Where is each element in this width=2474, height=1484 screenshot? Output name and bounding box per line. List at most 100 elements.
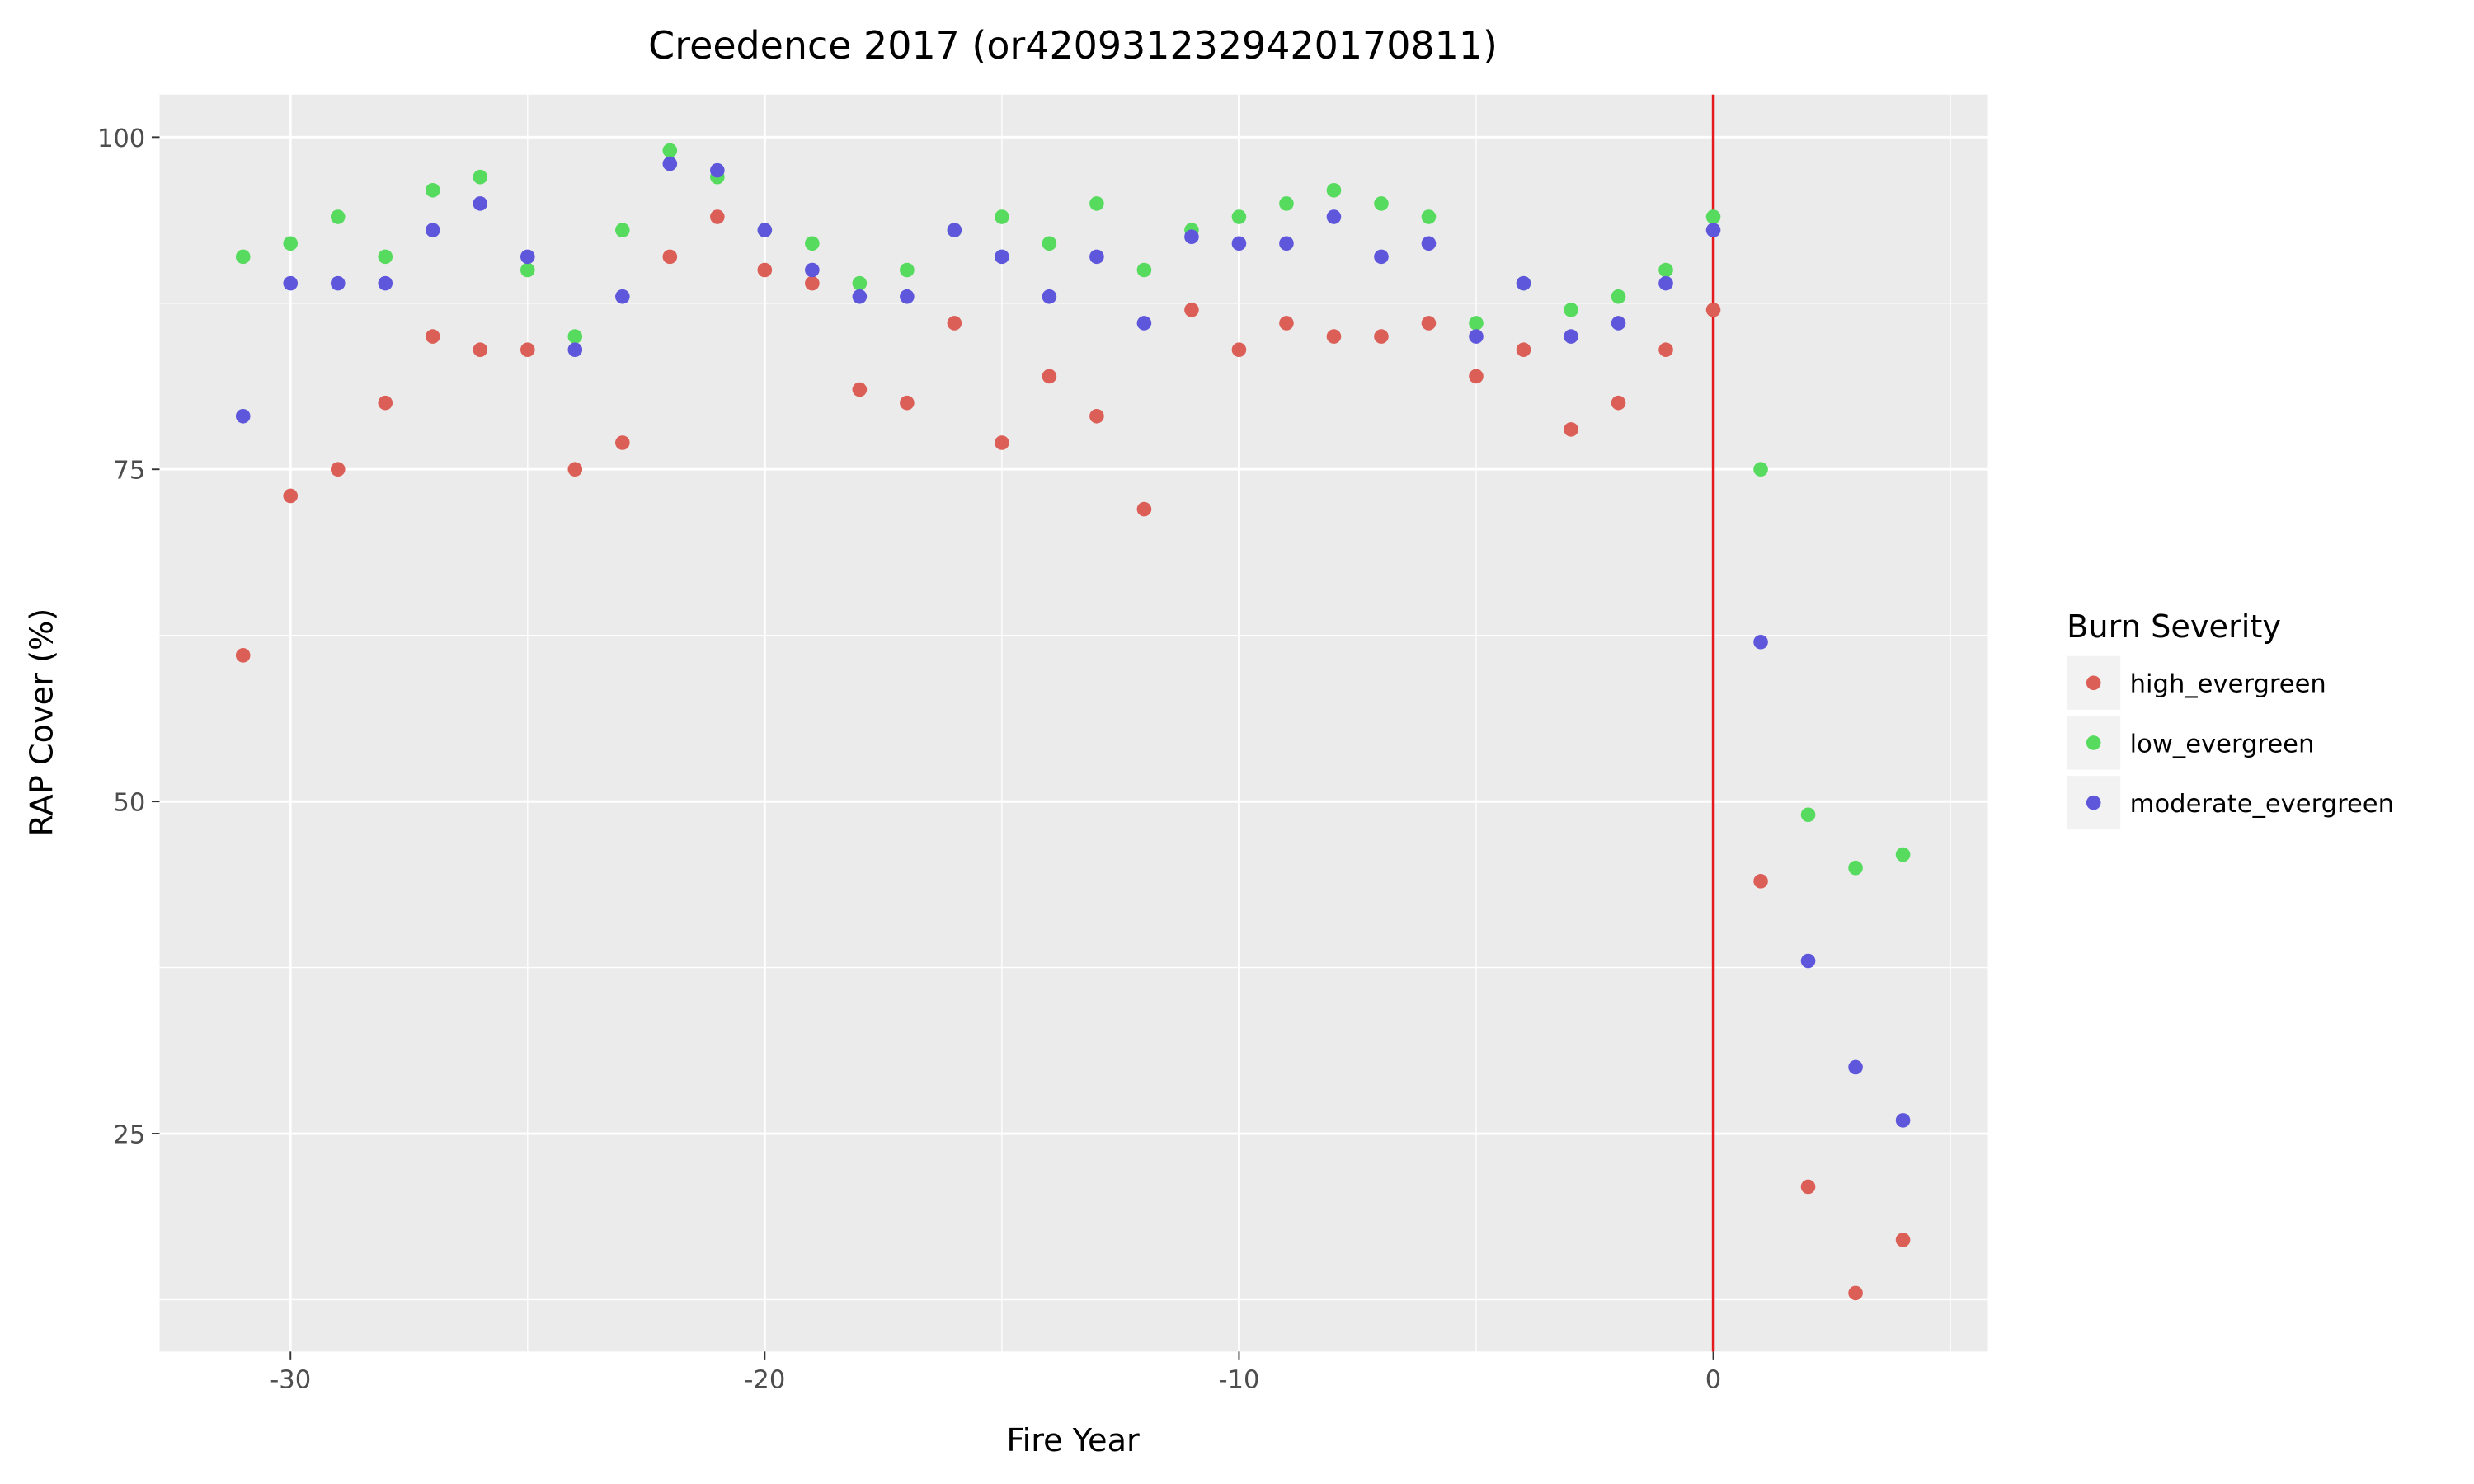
legend-marker-moderate_evergreen (2086, 795, 2101, 810)
data-point-low_evergreen (1089, 196, 1104, 211)
data-point-low_evergreen (1658, 262, 1673, 278)
data-point-high_evergreen (662, 249, 678, 265)
data-point-high_evergreen (995, 435, 1009, 450)
data-point-high_evergreen (1042, 369, 1057, 384)
data-point-high_evergreen (1231, 342, 1247, 357)
data-point-low_evergreen (1753, 462, 1768, 477)
data-point-moderate_evergreen (1564, 329, 1578, 344)
data-point-moderate_evergreen (1279, 236, 1294, 251)
data-point-high_evergreen (1136, 501, 1152, 517)
data-point-low_evergreen (1611, 289, 1626, 304)
plot-panel: -30 -20 -10 0 25 50 75 100 (97, 94, 1988, 1394)
data-point-high_evergreen (1421, 316, 1437, 331)
data-point-low_evergreen (615, 223, 630, 237)
data-point-high_evergreen (805, 275, 820, 291)
data-point-low_evergreen (567, 329, 583, 344)
data-point-moderate_evergreen (473, 196, 488, 211)
data-point-high_evergreen (1326, 329, 1342, 344)
data-point-high_evergreen (1753, 874, 1768, 889)
data-point-low_evergreen (1705, 209, 1721, 224)
data-point-low_evergreen (520, 262, 535, 278)
data-point-high_evergreen (1279, 316, 1294, 331)
data-point-low_evergreen (330, 209, 346, 224)
data-point-low_evergreen (425, 183, 440, 198)
data-point-moderate_evergreen (1848, 1059, 1863, 1075)
y-tick-label: 25 (113, 1120, 145, 1149)
data-point-moderate_evergreen (1231, 236, 1247, 251)
data-point-low_evergreen (1042, 236, 1057, 251)
data-point-low_evergreen (1421, 209, 1437, 224)
data-point-low_evergreen (1136, 262, 1152, 278)
x-tick-label: -20 (744, 1365, 785, 1394)
data-point-low_evergreen (235, 249, 251, 265)
data-point-moderate_evergreen (1042, 289, 1057, 304)
data-point-low_evergreen (995, 209, 1009, 224)
data-point-high_evergreen (1611, 395, 1626, 411)
data-point-high_evergreen (520, 342, 535, 357)
data-point-moderate_evergreen (1184, 229, 1199, 245)
x-axis-label: Fire Year (1006, 1422, 1140, 1459)
data-point-moderate_evergreen (1421, 236, 1437, 251)
data-point-low_evergreen (805, 236, 820, 251)
data-point-low_evergreen (1469, 316, 1484, 331)
data-point-high_evergreen (710, 209, 725, 224)
data-point-moderate_evergreen (330, 275, 346, 291)
data-point-high_evergreen (1516, 342, 1531, 357)
data-point-moderate_evergreen (900, 289, 915, 304)
data-point-low_evergreen (1374, 196, 1389, 211)
legend-marker-high_evergreen (2086, 675, 2101, 691)
data-point-low_evergreen (378, 249, 393, 265)
data-point-high_evergreen (567, 462, 583, 477)
data-point-low_evergreen (283, 236, 299, 251)
data-point-moderate_evergreen (1089, 249, 1104, 265)
data-point-moderate_evergreen (757, 223, 773, 237)
data-point-high_evergreen (615, 435, 630, 450)
x-tick-label: -10 (1218, 1365, 1259, 1394)
data-point-low_evergreen (1800, 807, 1816, 823)
data-point-moderate_evergreen (1611, 316, 1626, 331)
data-point-moderate_evergreen (1753, 634, 1768, 650)
data-point-moderate_evergreen (852, 289, 868, 304)
data-point-high_evergreen (235, 648, 251, 663)
y-axis-label: RAP Cover (%) (23, 608, 60, 837)
data-point-moderate_evergreen (1800, 953, 1816, 969)
data-point-moderate_evergreen (1469, 329, 1484, 344)
data-point-low_evergreen (1848, 860, 1863, 876)
y-tick-label: 100 (97, 124, 145, 153)
data-point-moderate_evergreen (615, 289, 630, 304)
data-point-high_evergreen (852, 382, 868, 397)
data-point-high_evergreen (473, 342, 488, 357)
chart-title: Creedence 2017 (or4209312329420170811) (648, 23, 1498, 68)
legend-label-low_evergreen: low_evergreen (2130, 730, 2315, 758)
data-point-moderate_evergreen (235, 408, 251, 424)
data-point-moderate_evergreen (520, 249, 535, 265)
data-point-moderate_evergreen (378, 275, 393, 291)
data-point-high_evergreen (947, 316, 962, 331)
data-point-low_evergreen (1895, 847, 1911, 862)
data-point-high_evergreen (1184, 303, 1199, 317)
y-tick-label: 75 (113, 457, 145, 486)
data-point-high_evergreen (378, 395, 393, 411)
data-point-low_evergreen (1231, 209, 1247, 224)
data-point-moderate_evergreen (1705, 223, 1721, 237)
x-tick-label: 0 (1705, 1365, 1721, 1394)
legend-label-high_evergreen: high_evergreen (2130, 670, 2326, 699)
legend-marker-low_evergreen (2086, 735, 2101, 750)
data-point-high_evergreen (1705, 303, 1721, 317)
legend: Burn Severity high_evergreen low_evergree… (2067, 608, 2394, 830)
data-point-moderate_evergreen (1895, 1113, 1911, 1128)
data-point-moderate_evergreen (947, 223, 962, 237)
data-point-high_evergreen (330, 462, 346, 477)
legend-label-moderate_evergreen: moderate_evergreen (2130, 790, 2394, 819)
data-point-high_evergreen (1089, 408, 1104, 424)
data-point-moderate_evergreen (1374, 249, 1389, 265)
x-tick-label: -30 (270, 1365, 311, 1394)
panel-background (159, 94, 1988, 1352)
data-point-high_evergreen (1564, 422, 1578, 437)
data-point-low_evergreen (473, 169, 488, 185)
y-tick-label: 50 (113, 789, 145, 818)
data-point-high_evergreen (425, 329, 440, 344)
data-point-high_evergreen (1469, 369, 1484, 384)
data-point-high_evergreen (283, 488, 299, 504)
